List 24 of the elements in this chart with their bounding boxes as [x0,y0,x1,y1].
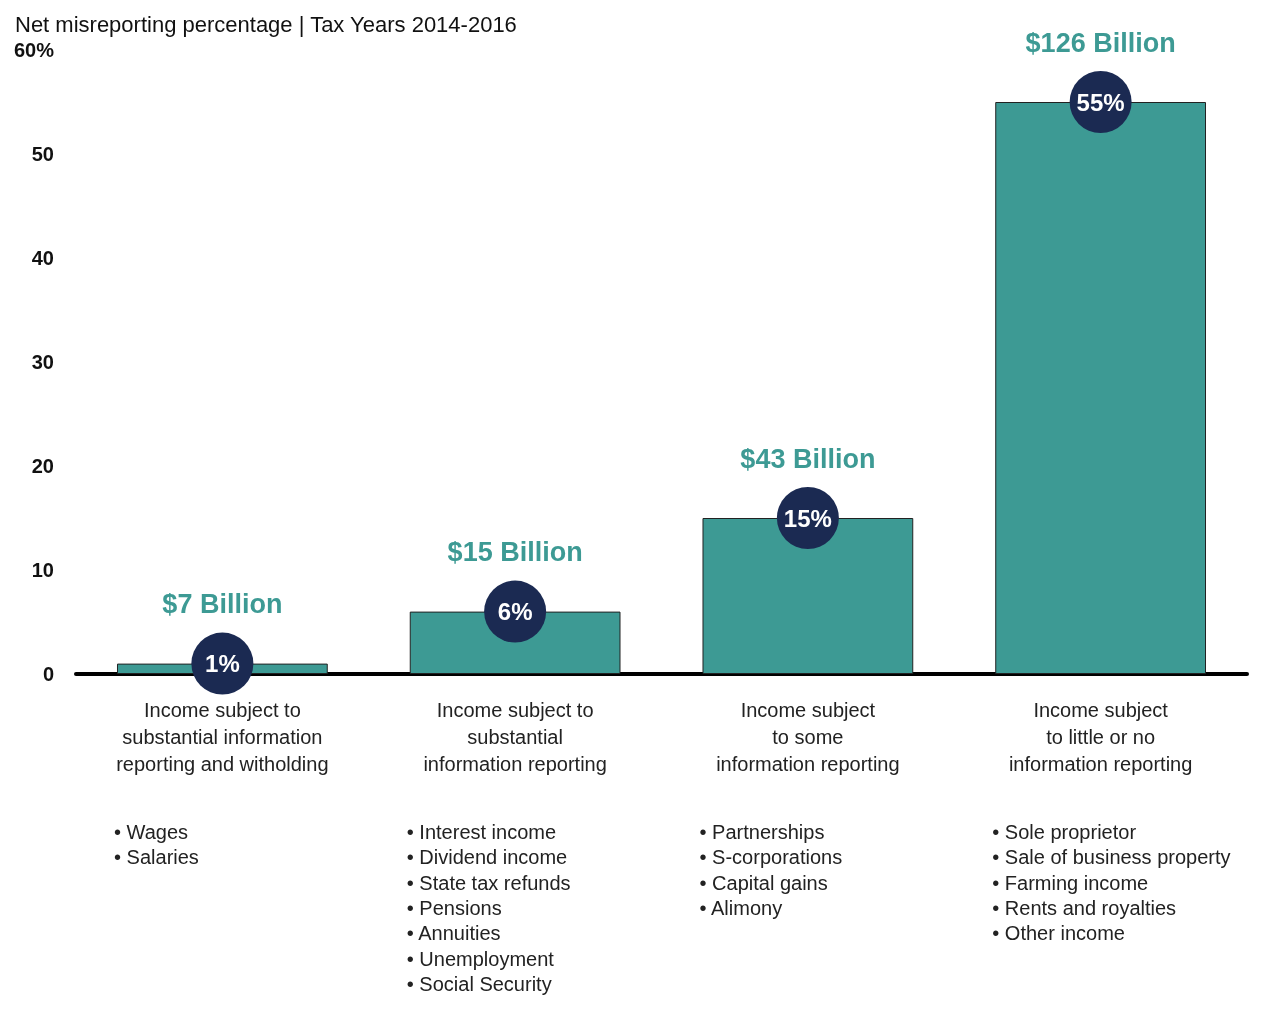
y-tick-label: 30 [31,351,54,373]
y-tick-label: 40 [31,247,54,269]
annotation: $7 Billion [162,589,283,620]
x-tick-label: Income subject to substantial information reporting [423,698,607,775]
x-tick-label: Income subject to some information reporting [716,698,900,775]
annotation: $43 Billion [740,443,876,474]
data-label: 55% [1076,88,1125,116]
annotation: $15 Billion [447,537,583,568]
chart-title: Net misreporting percentage | Tax Years 2014-2016 [15,11,517,37]
annotation: $126 Billion [1025,27,1176,58]
text: • Sole proprietor • Sale of business property • Farming income • Rents and royalties • Other income [992,820,1231,945]
y-tick-label: 0 [42,663,54,685]
text: • Interest income • Dividend income • State tax refunds • Pensions • Annuities • Unemployment • Social Security [406,820,571,996]
data-label: 6% [497,598,533,626]
data-label: 15% [783,504,832,532]
text: • Wages • Salaries [114,820,199,869]
text: • Partnerships • S-corporations • Capital gains • Alimony [699,820,843,919]
y-tick-label: 50 [31,143,54,165]
data-label: 1% [205,650,240,678]
y-tick-label: 60% [13,39,55,61]
y-tick-label: 20 [31,455,54,477]
x-tick-label: Income subject to substantial information reporting and witholding [116,698,329,775]
x-tick-label: Income subject to little or no information reporting [1008,698,1193,775]
y-tick-label: 10 [31,559,54,581]
